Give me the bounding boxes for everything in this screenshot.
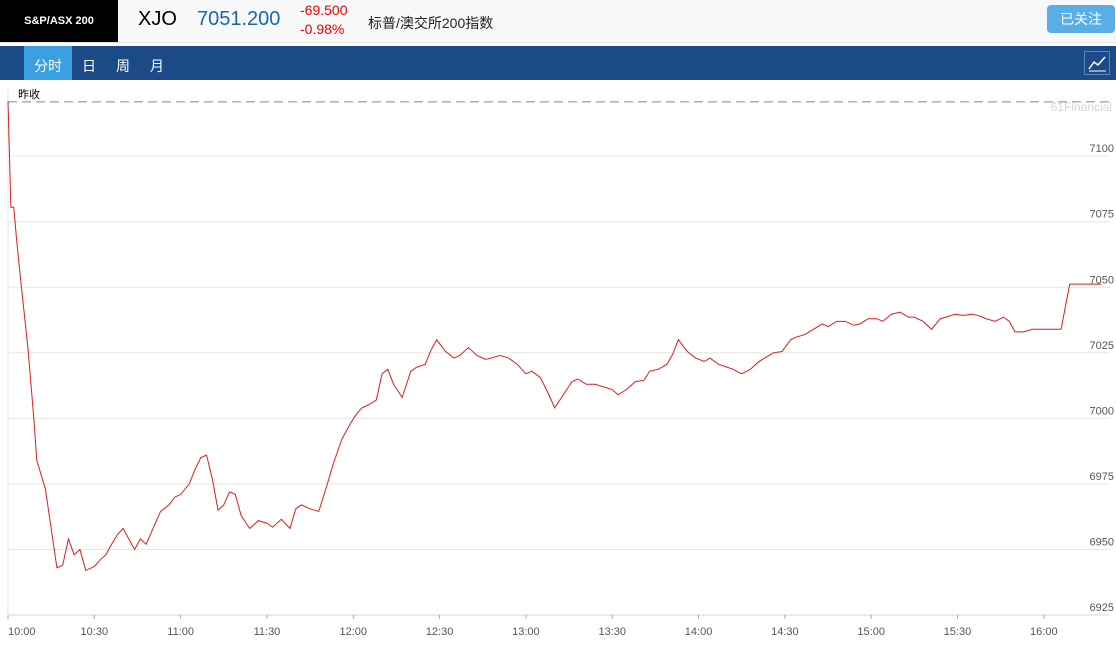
prev-close-label: 昨收 — [18, 87, 40, 101]
price: 7051.200 — [197, 8, 281, 30]
x-tick-label: 13:00 — [512, 626, 540, 638]
y-tick-label: 7025 — [1090, 340, 1114, 352]
symbol: XJO — [138, 8, 177, 30]
x-tick-label: 14:00 — [685, 626, 713, 638]
change-pct: -0.98% — [300, 21, 345, 37]
header: S&P/ASX 200 XJO 7051.200 -69.500 -0.98% … — [0, 0, 1116, 43]
y-tick-label: 6975 — [1090, 471, 1114, 483]
x-tick-label: 16:00 — [1030, 626, 1058, 638]
tab[interactable]: 日 — [82, 58, 96, 74]
y-tick-label: 7100 — [1090, 143, 1114, 155]
y-tick-label: 6950 — [1090, 536, 1114, 548]
x-tick-label: 10:30 — [81, 626, 109, 638]
tab[interactable]: 月 — [150, 58, 164, 74]
x-tick-label: 15:00 — [857, 626, 885, 638]
x-tick-label: 11:30 — [254, 626, 281, 638]
y-tick-label: 7050 — [1090, 274, 1114, 286]
y-tick-label: 7000 — [1090, 405, 1114, 417]
y-tick-label: 7075 — [1090, 209, 1114, 221]
index-name: 标普/澳交所200指数 — [368, 15, 494, 31]
x-tick-label: 10:00 — [8, 626, 36, 638]
x-tick-label: 14:30 — [771, 626, 799, 638]
y-tick-label: 6925 — [1090, 602, 1114, 614]
x-tick-label: 13:30 — [598, 626, 626, 638]
watermark: 61Financial — [1051, 100, 1112, 114]
x-tick-label: 12:30 — [426, 626, 454, 638]
tab[interactable]: 周 — [116, 58, 130, 74]
tab[interactable]: 分时 — [24, 46, 72, 80]
follow-button[interactable]: 已关注 — [1047, 5, 1115, 33]
change: -69.500 — [300, 2, 348, 18]
price-line — [7, 101, 1102, 572]
logo: S&P/ASX 200 — [0, 0, 118, 42]
chart-icon[interactable] — [1084, 51, 1110, 75]
icon-line — [1088, 56, 1106, 70]
x-tick-label: 11:00 — [167, 626, 194, 638]
icon-frame — [1084, 51, 1110, 75]
x-tick-label: 15:30 — [944, 626, 972, 638]
tab-bar: 分时日 周 月 — [0, 46, 1116, 80]
x-tick-label: 12:00 — [340, 626, 368, 638]
